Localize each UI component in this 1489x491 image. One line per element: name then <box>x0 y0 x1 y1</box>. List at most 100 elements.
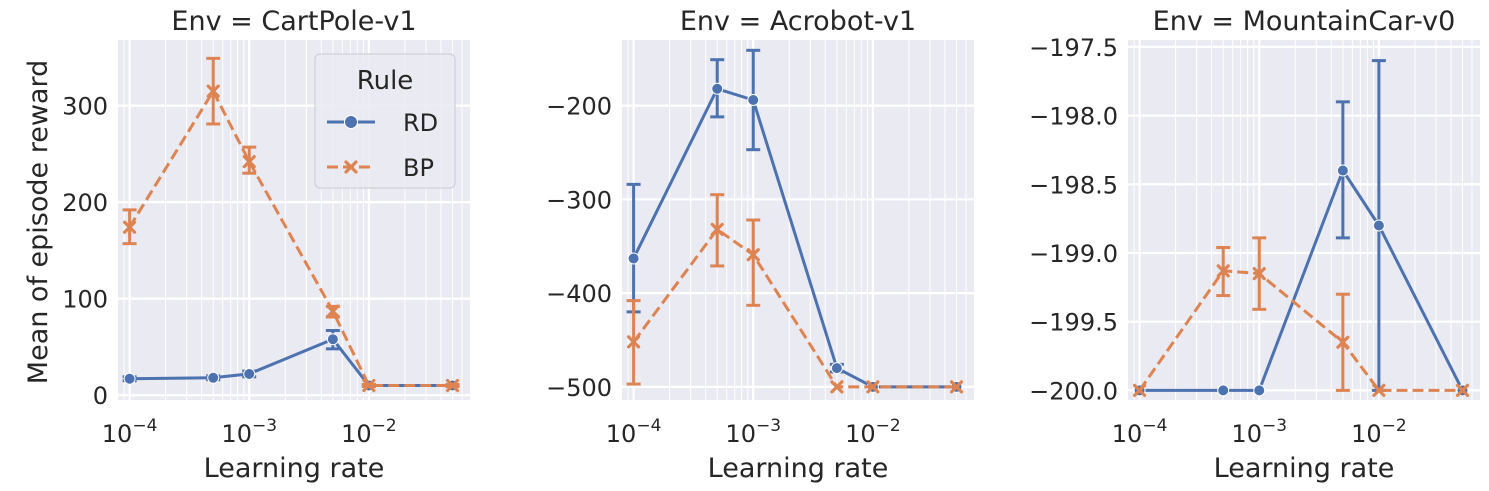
x-tick-label: 10−2 <box>1351 416 1407 448</box>
data-point-rd <box>207 371 220 384</box>
data-point-rd <box>711 82 724 95</box>
data-point-bp <box>445 378 460 393</box>
legend-box <box>314 53 456 189</box>
subplot-title: Env = Acrobot-v1 <box>680 6 916 37</box>
data-point-bp <box>1132 383 1147 397</box>
data-point-bp <box>1252 266 1266 281</box>
data-point-bp-stroke <box>1336 335 1350 349</box>
x-tick-label: 10−3 <box>725 416 781 448</box>
data-point-bp-stroke <box>445 378 460 393</box>
data-point-bp-stroke <box>710 222 724 236</box>
minor-gridlines <box>123 40 463 400</box>
data-point-bp-stroke <box>866 380 880 394</box>
y-tick-label: −199.0 <box>1029 240 1118 268</box>
y-tick-label: −500 <box>546 374 612 402</box>
series-bp <box>122 56 460 393</box>
data-point-rd <box>627 252 640 265</box>
data-point-bp <box>362 378 376 393</box>
legend-marker <box>344 115 358 129</box>
legend-label: BP <box>403 154 434 182</box>
data-point-rd <box>123 372 136 385</box>
y-tick-label: 0 <box>93 382 108 410</box>
series-line-rd <box>1139 169 1464 392</box>
series-bp <box>1132 236 1470 397</box>
subplot-title: Env = MountainCar-v0 <box>1153 6 1456 37</box>
data-point-bp <box>626 335 641 349</box>
legend-marker <box>344 160 358 174</box>
legend-entry-rd: RD <box>327 109 438 137</box>
series-line-bp <box>128 89 453 387</box>
data-point-rd <box>1336 164 1349 177</box>
legend: Rule RD BP <box>314 53 456 189</box>
data-point-bp <box>830 380 844 394</box>
y-tick-label: 100 <box>62 286 108 314</box>
plot-area <box>1128 40 1480 400</box>
panels: 10−4 10−3 10−2 0 100 200 300 Env = CartPole-v1 L… <box>62 6 1480 484</box>
data-point-bp <box>1216 264 1230 278</box>
data-point-bp-stroke <box>626 335 641 349</box>
legend-title: Rule <box>357 66 414 96</box>
data-point-rd <box>243 367 256 380</box>
x-axis-label: Learning rate <box>708 453 889 484</box>
x-tick-label: 10−2 <box>845 416 901 448</box>
y-tick-label: −200.0 <box>1029 377 1118 405</box>
data-point-bp-stroke <box>746 248 760 262</box>
subplot-2: 10−4 10−3 10−2 −500 −400 −300 −200 Env = Acrobo… <box>546 6 974 484</box>
series-line-bp <box>1138 269 1463 392</box>
x-tick-label: 10−4 <box>102 416 158 448</box>
data-point-bp-stroke <box>830 380 844 394</box>
data-point-bp-stroke <box>1252 266 1266 281</box>
figure-ylabel: Mean of episode reward <box>23 60 54 384</box>
subplot-1: 10−4 10−3 10−2 0 100 200 300 Env = CartPole-v1 L… <box>62 6 470 484</box>
y-tick-label: −200 <box>546 93 612 121</box>
y-tick-label: 300 <box>62 93 108 121</box>
y-tick-label: −300 <box>546 186 612 214</box>
legend-label: RD <box>403 109 438 137</box>
data-point-bp-stroke <box>1455 383 1470 397</box>
error-bar <box>746 218 761 307</box>
x-tick-label: 10−2 <box>341 416 397 448</box>
data-point-bp-stroke <box>1372 383 1386 397</box>
subplot-3: 10−4 10−3 10−2 −200.0 −199.5 −199.0 −198.5 −198… <box>1029 6 1480 484</box>
data-point-bp-stroke <box>242 155 256 169</box>
minor-gridlines <box>627 40 967 400</box>
data-point-rd <box>1217 384 1230 397</box>
data-point-bp-stroke <box>206 84 220 98</box>
y-tick-label: −198.0 <box>1029 103 1118 131</box>
data-point-bp <box>1455 383 1470 397</box>
y-tick-label: −199.5 <box>1029 309 1118 337</box>
data-point-bp <box>1372 383 1386 397</box>
x-tick-label: 10−3 <box>1231 416 1287 448</box>
y-tick-label: −400 <box>546 280 612 308</box>
x-tick-label: 10−4 <box>606 416 662 448</box>
y-tick-label: −197.5 <box>1029 34 1118 62</box>
data-point-rd <box>1253 384 1266 397</box>
data-point-bp <box>122 220 137 234</box>
x-axis-label: Learning rate <box>1214 453 1395 484</box>
data-point-rd <box>747 94 760 106</box>
series-bp <box>626 193 964 394</box>
data-point-bp <box>1336 335 1350 349</box>
data-point-bp <box>206 84 220 98</box>
data-point-rd <box>1372 219 1385 232</box>
data-point-bp <box>326 304 340 318</box>
data-point-bp-stroke <box>1216 264 1230 278</box>
legend-entry-bp: BP <box>327 154 434 182</box>
y-tick-label: 200 <box>62 189 108 217</box>
data-point-bp-stroke <box>122 220 137 234</box>
data-point-bp <box>949 380 964 394</box>
data-point-bp <box>242 155 256 169</box>
legend-marker-stroke <box>344 160 358 174</box>
subplot-title: Env = CartPole-v1 <box>171 6 416 37</box>
data-point-bp-stroke <box>326 304 340 318</box>
data-point-rd <box>326 333 339 346</box>
plot-area <box>622 40 974 400</box>
data-point-bp-stroke <box>1132 383 1147 397</box>
data-point-rd <box>830 362 843 375</box>
y-tick-label: −198.5 <box>1029 171 1118 199</box>
data-point-bp <box>866 380 880 394</box>
data-point-bp-stroke <box>949 380 964 394</box>
data-point-bp-stroke <box>362 378 376 393</box>
x-tick-label: 10−3 <box>221 416 277 448</box>
